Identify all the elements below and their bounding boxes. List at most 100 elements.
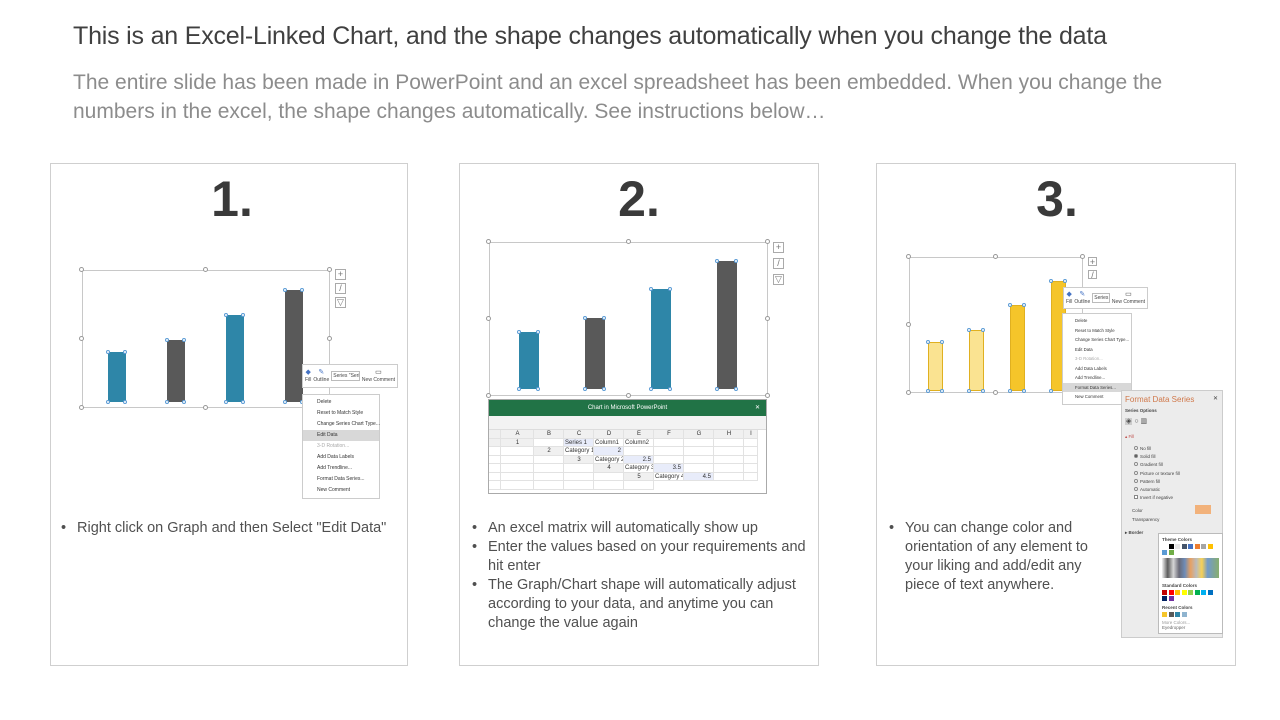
border-section-header[interactable]: ▸ Border (1125, 530, 1144, 536)
excel-cell[interactable] (714, 455, 744, 464)
excel-cell[interactable]: Category 3 (624, 464, 654, 473)
resize-handle[interactable] (486, 239, 491, 244)
color-swatch[interactable] (1168, 596, 1174, 601)
excel-cell[interactable] (744, 447, 758, 456)
excel-cell[interactable]: E (624, 430, 654, 439)
color-swatch[interactable] (1175, 612, 1180, 617)
resize-handle[interactable] (79, 405, 84, 410)
color-swatch[interactable] (1162, 612, 1167, 617)
selection-handle[interactable] (536, 387, 540, 391)
excel-cell[interactable]: A (501, 430, 534, 439)
selection-handle[interactable] (182, 337, 186, 342)
excel-cell[interactable] (744, 438, 758, 447)
resize-handle[interactable] (765, 316, 770, 321)
selection-handle[interactable] (300, 287, 304, 292)
excel-cell[interactable]: Category 4 (654, 472, 684, 481)
excel-cell[interactable] (564, 472, 594, 481)
excel-cell[interactable] (714, 472, 744, 481)
series-select[interactable]: Series "Series 1" (331, 371, 360, 381)
selection-handle[interactable] (241, 312, 245, 317)
context-menu-item[interactable]: Delete (1075, 318, 1088, 323)
resize-handle[interactable] (79, 336, 84, 341)
color-swatch[interactable] (1194, 590, 1200, 595)
selection-handle[interactable] (734, 258, 738, 263)
excel-cell[interactable] (501, 464, 534, 473)
context-menu-item[interactable]: Edit Data (303, 430, 379, 441)
selection-handle[interactable] (602, 387, 606, 391)
selection-handle[interactable] (283, 287, 287, 292)
selection-handle[interactable] (967, 327, 971, 332)
context-menu-item[interactable]: Change Series Chart Type... (1075, 337, 1130, 342)
chart-bar[interactable] (969, 329, 984, 391)
color-swatch[interactable] (1162, 596, 1167, 601)
selection-handle[interactable] (583, 315, 587, 320)
selection-handle[interactable] (1008, 389, 1012, 393)
excel-cell[interactable]: B (534, 430, 564, 439)
excel-cell[interactable]: G (684, 430, 714, 439)
fill-option[interactable]: Automatic (1134, 486, 1222, 494)
resize-handle[interactable] (203, 267, 208, 272)
color-swatch[interactable] (1188, 544, 1193, 549)
chart-bar[interactable] (167, 339, 185, 402)
color-swatch[interactable] (1181, 590, 1187, 595)
color-swatch[interactable] (1194, 544, 1200, 549)
fill-line-icon[interactable]: ◈ (1125, 418, 1133, 425)
selection-handle[interactable] (668, 287, 672, 292)
context-menu-item[interactable]: Add Trendline... (1075, 375, 1106, 380)
fill-option[interactable]: Gradient fill (1134, 461, 1222, 469)
fill-option[interactable]: No fill (1134, 445, 1222, 453)
series-options-dropdown[interactable]: Series Options (1125, 408, 1157, 413)
color-swatch[interactable] (1168, 544, 1174, 549)
selection-handle[interactable] (734, 387, 738, 391)
excel-cell[interactable] (714, 438, 744, 447)
excel-cell[interactable] (654, 438, 684, 447)
excel-cell[interactable]: 5 (624, 472, 654, 481)
radio-button[interactable] (1134, 487, 1138, 492)
excel-cell[interactable] (534, 472, 564, 481)
resize-handle[interactable] (765, 393, 770, 398)
excel-cell[interactable] (654, 447, 684, 456)
excel-cell[interactable]: Category 2 (594, 455, 624, 464)
selection-handle[interactable] (106, 400, 110, 404)
color-swatch[interactable] (1168, 550, 1174, 555)
excel-cell[interactable] (684, 455, 714, 464)
selection-handle[interactable] (1063, 278, 1067, 283)
color-picker-button[interactable] (1195, 505, 1211, 514)
resize-handle[interactable] (486, 316, 491, 321)
excel-cell[interactable] (534, 481, 564, 490)
new-comment-button[interactable]: ▭ New Comment (362, 369, 395, 383)
excel-cell[interactable]: 4 (594, 464, 624, 473)
selection-handle[interactable] (715, 387, 719, 391)
series-select[interactable]: Series "Series 1" (1092, 293, 1110, 303)
theme-color-shades[interactable] (1162, 558, 1219, 578)
color-swatch[interactable] (1207, 544, 1213, 549)
fill-button[interactable]: ◆ Fill (305, 369, 311, 383)
excel-cell[interactable] (564, 464, 594, 473)
excel-cell[interactable] (489, 455, 501, 464)
excel-cell[interactable] (489, 481, 501, 490)
context-menu-item[interactable]: 3-D Rotation... (1075, 356, 1103, 361)
resize-handle[interactable] (203, 405, 208, 410)
selection-handle[interactable] (123, 350, 127, 354)
excel-cell[interactable] (489, 438, 501, 447)
chart-bar[interactable] (717, 260, 737, 389)
chart-bar[interactable] (585, 317, 605, 389)
excel-cell[interactable]: 2.5 (624, 455, 654, 464)
context-menu-item[interactable]: Edit Data (1075, 346, 1093, 352)
selection-handle[interactable] (517, 330, 521, 334)
selection-handle[interactable] (517, 387, 521, 391)
outline-button[interactable]: ✎ Outline (313, 369, 329, 383)
excel-cell[interactable]: 2 (534, 447, 564, 456)
outline-button[interactable]: ✎ Outline (1074, 291, 1090, 305)
color-swatch[interactable] (1201, 590, 1206, 595)
radio-button[interactable] (1134, 478, 1138, 483)
selection-handle[interactable] (940, 389, 944, 393)
selection-handle[interactable] (715, 258, 719, 263)
color-swatch[interactable] (1181, 612, 1187, 617)
resize-handle[interactable] (327, 336, 332, 341)
excel-cell[interactable]: 4.5 (684, 472, 714, 481)
context-menu-item[interactable]: Add Trendline... (317, 465, 353, 471)
radio-button[interactable] (1134, 462, 1138, 467)
color-swatch[interactable] (1188, 590, 1193, 595)
series-options-icon[interactable]: ▥ (1140, 418, 1148, 425)
